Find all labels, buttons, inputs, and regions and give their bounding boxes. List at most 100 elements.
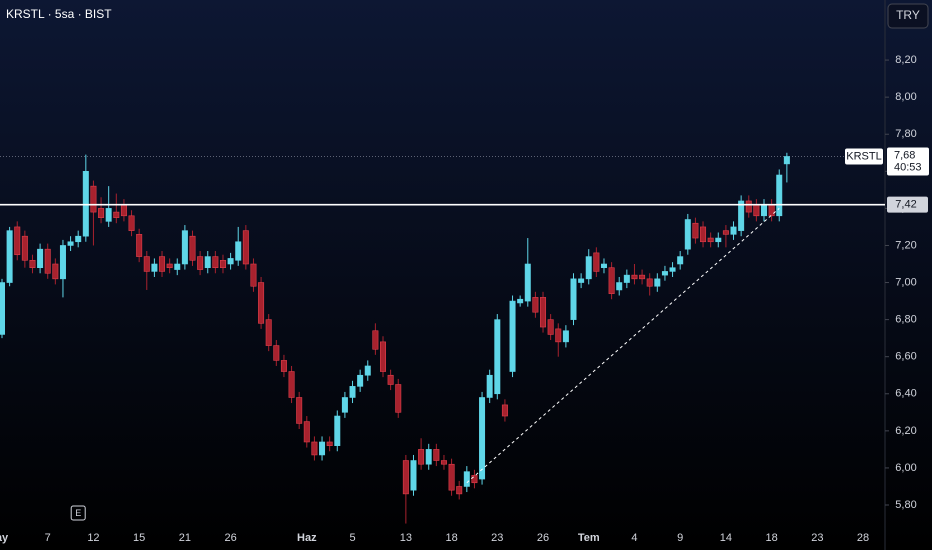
symbol-label: KRSTL: [846, 150, 881, 162]
candle-body: [623, 274, 630, 283]
candle-body: [509, 300, 516, 372]
candle-body: [395, 384, 402, 413]
candle-body: [738, 200, 745, 231]
candle-body: [600, 263, 607, 269]
y-tick-label: 5,80: [895, 499, 916, 511]
candle-body: [593, 252, 600, 272]
candle-body: [250, 263, 257, 287]
candle-body: [105, 208, 112, 222]
candle-body: [448, 463, 455, 491]
candle-body: [524, 263, 531, 302]
candle-body: [296, 397, 303, 424]
candle-body: [151, 263, 158, 272]
candle-body: [547, 319, 554, 335]
y-tick-label: 6,00: [895, 462, 916, 474]
candle-body: [59, 245, 66, 280]
x-tick-label: 18: [765, 532, 777, 544]
candle-body: [631, 274, 638, 280]
x-tick-label: 12: [87, 532, 99, 544]
candle-body: [219, 259, 226, 269]
candle-body: [288, 371, 295, 398]
event-label: E: [75, 508, 81, 518]
candle-body: [730, 226, 737, 235]
candle-body: [639, 274, 646, 280]
x-tick-label: 5: [349, 532, 355, 544]
x-tick-label: 23: [491, 532, 503, 544]
candle-body: [616, 282, 623, 291]
candle-body: [570, 278, 577, 320]
candle-body: [456, 486, 463, 495]
x-tick-label: 18: [445, 532, 457, 544]
candle-body: [143, 256, 150, 272]
x-tick-label: 4: [631, 532, 637, 544]
candle-body: [311, 441, 318, 456]
event-marker: [70, 505, 86, 521]
y-tick-label: 7,80: [895, 128, 916, 140]
candle-body: [402, 460, 409, 495]
candle-body: [494, 319, 501, 395]
candle-body: [677, 256, 684, 265]
candle-body: [661, 271, 668, 276]
y-tick-label: 6,20: [895, 425, 916, 437]
x-tick-label: 21: [179, 532, 191, 544]
candle-body: [29, 259, 36, 269]
candle-body: [120, 204, 127, 217]
candle-body: [227, 258, 234, 265]
candle-body: [349, 386, 356, 398]
x-tick-label: Tem: [578, 532, 600, 544]
y-tick-label: 7,20: [895, 239, 916, 251]
candle-body: [14, 226, 21, 256]
currency-label[interactable]: TRY: [896, 8, 920, 22]
x-tick-label: 7: [45, 532, 51, 544]
candle-body: [113, 211, 120, 218]
candle-body: [181, 230, 188, 265]
y-tick-label: 6,80: [895, 314, 916, 326]
candle-body: [372, 330, 379, 350]
candle-body: [707, 237, 714, 243]
countdown-label: 40:53: [894, 161, 922, 173]
candle-body: [760, 204, 767, 217]
candle-body: [37, 248, 44, 269]
candle-body: [197, 256, 204, 270]
candle-body: [486, 374, 493, 398]
x-tick-label: 14: [720, 532, 732, 544]
candle-body: [608, 267, 615, 294]
candle-body: [0, 282, 6, 335]
chart-title: KRSTL · 5sa · BIST: [6, 7, 112, 21]
candle-body: [242, 230, 249, 265]
x-tick-label: 26: [537, 532, 549, 544]
candle-body: [753, 204, 760, 217]
candle-body: [418, 449, 425, 465]
candle-body: [280, 360, 287, 372]
candle-body: [532, 297, 539, 313]
candle-body: [722, 230, 729, 235]
candle-body: [692, 222, 699, 239]
candle-body: [258, 282, 265, 324]
candle-body: [669, 267, 676, 272]
candle-body: [128, 215, 135, 231]
y-tick-label: 6,60: [895, 351, 916, 363]
candle-body: [357, 374, 364, 387]
currency-button[interactable]: [887, 3, 929, 29]
candle-body: [379, 341, 386, 372]
candle-body: [273, 345, 280, 361]
candle-body: [159, 256, 166, 272]
candle-body: [654, 278, 661, 287]
candle-body: [517, 298, 524, 304]
x-tick-label: 28: [857, 532, 869, 544]
candle-body: [319, 441, 326, 456]
candle-body: [52, 263, 59, 280]
candle-body: [684, 219, 691, 250]
candle-body: [715, 237, 722, 243]
candle-body: [265, 319, 272, 346]
x-tick-label: ay: [0, 532, 9, 544]
candle-body: [745, 200, 752, 213]
x-tick-label: 13: [400, 532, 412, 544]
candle-body: [578, 278, 585, 283]
candle-body: [440, 460, 447, 465]
candle-body: [479, 397, 486, 480]
price-badge: [887, 147, 929, 176]
x-tick-label: 15: [133, 532, 145, 544]
